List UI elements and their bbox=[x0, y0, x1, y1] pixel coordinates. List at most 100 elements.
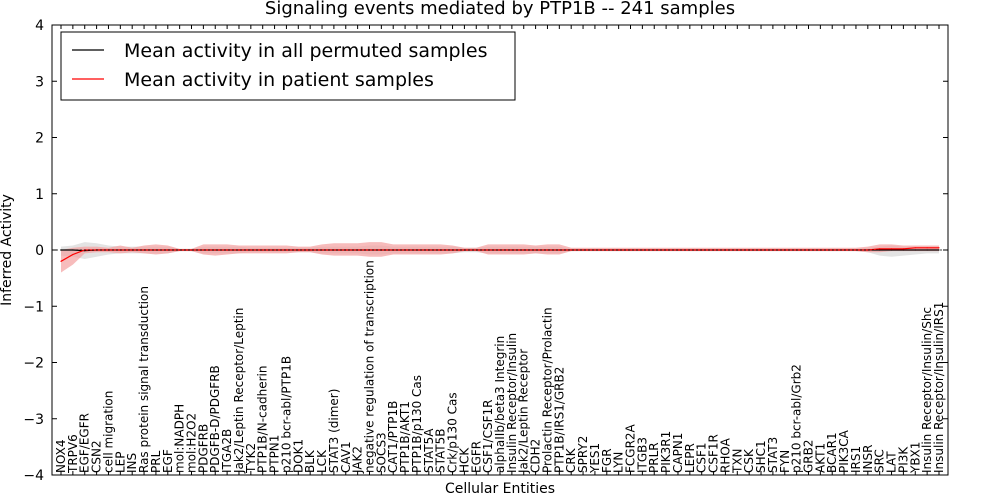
x-category-label: YES1 bbox=[588, 443, 602, 474]
point-series-2 bbox=[570, 249, 572, 251]
x-category-label: CAPN1 bbox=[671, 433, 685, 473]
point-series-2 bbox=[926, 247, 928, 249]
legend-box bbox=[60, 31, 516, 101]
x-category-label: SRC bbox=[873, 449, 887, 473]
point-series-1 bbox=[914, 249, 916, 251]
x-category-label: PI3K bbox=[896, 446, 910, 473]
x-axis-title: Cellular Entities bbox=[445, 481, 555, 497]
x-category-label: CAT1/PTP1B bbox=[386, 401, 400, 473]
x-category-label: LCK bbox=[315, 449, 329, 473]
point-series-1 bbox=[926, 249, 928, 251]
point-series-2 bbox=[558, 249, 560, 251]
y-tick-label: −4 bbox=[23, 468, 44, 484]
x-category-label: AKT1 bbox=[813, 443, 827, 473]
x-category-label: LEP bbox=[113, 451, 127, 473]
point-series-2 bbox=[202, 249, 204, 251]
chart-title: Signaling events mediated by PTP1B -- 24… bbox=[265, 0, 735, 19]
band-series-2 bbox=[61, 242, 939, 273]
x-category-label: PRL bbox=[149, 450, 163, 473]
x-category-label: IRS1 bbox=[849, 446, 863, 473]
x-category-label: JAK2 bbox=[351, 446, 365, 474]
point-series-2 bbox=[914, 247, 916, 249]
x-category-label: EGFR bbox=[469, 441, 483, 473]
x-category-label: TYK2 bbox=[244, 443, 258, 474]
x-category-label: SHC1 bbox=[754, 440, 768, 473]
x-category-label: p210 bcr-abl/Grb2 bbox=[790, 364, 804, 473]
x-category-label: SPRY2 bbox=[576, 436, 590, 473]
x-category-label: INSR bbox=[861, 445, 875, 473]
point-series-1 bbox=[890, 249, 893, 251]
y-axis-ticks: 4 3 2 1 0 −1 −2 −3 −4 bbox=[23, 18, 948, 484]
point-series-2 bbox=[190, 249, 193, 251]
x-category-label: LAT bbox=[885, 451, 899, 473]
x-category-label: TXN bbox=[730, 448, 744, 474]
x-category-label: GRB2 bbox=[802, 439, 816, 473]
x-category-label: SOCS3 bbox=[374, 432, 388, 473]
legend: Mean activity in all permuted samples Me… bbox=[60, 31, 516, 101]
point-series-2 bbox=[60, 260, 62, 262]
x-category-label: Insulin Receptor/Insulin bbox=[505, 333, 519, 473]
point-series-2 bbox=[72, 253, 74, 256]
x-category-label: FCGR2A bbox=[624, 423, 638, 473]
y-axis-title: Inferred Activity bbox=[0, 194, 15, 306]
point-series-2 bbox=[274, 249, 276, 251]
x-category-label: Insulin Receptor/Insulin/Shc bbox=[920, 307, 934, 473]
x-category-label: RHOA bbox=[718, 437, 732, 473]
point-series-2 bbox=[641, 249, 644, 251]
point-series-1 bbox=[938, 249, 940, 251]
x-category-label: STAT3 bbox=[766, 437, 780, 473]
x-category-label: DOK1 bbox=[291, 439, 305, 473]
x-category-label: CSK bbox=[742, 448, 756, 473]
x-category-label: EGF bbox=[161, 449, 175, 473]
x-category-label: STAT3 (dimer) bbox=[327, 389, 341, 473]
point-series-2 bbox=[238, 249, 240, 251]
x-category-label: PTP1B/p130 Cas bbox=[410, 375, 424, 473]
y-tick-label: −3 bbox=[23, 412, 44, 428]
x-category-label: ITGB3 bbox=[635, 437, 649, 473]
point-series-2 bbox=[250, 249, 252, 251]
point-series-2 bbox=[285, 249, 287, 251]
point-series-2 bbox=[606, 249, 608, 251]
x-category-label: Ras protein signal transduction bbox=[137, 286, 151, 473]
y-tick-label: 3 bbox=[35, 74, 44, 90]
x-category-label: mol:H2O2 bbox=[185, 413, 199, 473]
x-category-label: CAV1 bbox=[339, 441, 353, 473]
point-series-2 bbox=[938, 247, 940, 249]
point-series-2 bbox=[629, 249, 632, 251]
x-category-label: LEPR bbox=[683, 443, 697, 473]
x-category-label: STAT5B bbox=[434, 429, 448, 474]
x-category-label: LYN bbox=[612, 452, 626, 473]
y-tick-label: 0 bbox=[35, 243, 44, 259]
x-category-label: CSN2 bbox=[90, 440, 104, 473]
legend-label-permuted: Mean activity in all permuted samples bbox=[124, 40, 487, 62]
point-series-2 bbox=[214, 249, 216, 251]
y-tick-label: 1 bbox=[35, 187, 44, 203]
x-category-label: CSF1R bbox=[707, 434, 721, 473]
point-series-2 bbox=[594, 249, 596, 251]
x-category-label: alphaIIb/beta3 Integrin bbox=[493, 336, 507, 473]
x-category-label: PTP1B/IRS1/GRB2 bbox=[552, 367, 566, 473]
x-category-label: cell migration bbox=[102, 391, 116, 473]
x-category-label: Jak2/Leptin Receptor bbox=[517, 349, 531, 474]
x-category-label: STAT5A bbox=[422, 428, 436, 473]
x-category-label: YBX1 bbox=[908, 442, 922, 474]
x-category-label: BCAR1 bbox=[825, 432, 839, 473]
point-series-2 bbox=[879, 248, 881, 250]
x-category-label: ITGA2B bbox=[220, 429, 234, 473]
y-tick-label: 2 bbox=[35, 131, 44, 147]
y-tick-label: −2 bbox=[23, 356, 44, 372]
x-category-label: negative regulation of transcription bbox=[363, 260, 377, 473]
series-lines bbox=[60, 247, 940, 262]
y-tick-label: −1 bbox=[23, 299, 44, 315]
x-category-label: PTPN1 bbox=[268, 435, 282, 473]
point-series-2 bbox=[890, 248, 893, 250]
confidence-bands bbox=[61, 242, 939, 273]
x-category-label: HCK bbox=[457, 447, 471, 473]
x-category-label: FGR bbox=[600, 448, 614, 473]
point-series-2 bbox=[535, 249, 537, 251]
x-category-label: CSF1/CSF1R bbox=[481, 400, 495, 473]
x-category-label: EGF/EGFR bbox=[78, 413, 92, 473]
x-category-label: Prolactin Receptor/Prolactin bbox=[541, 307, 555, 473]
